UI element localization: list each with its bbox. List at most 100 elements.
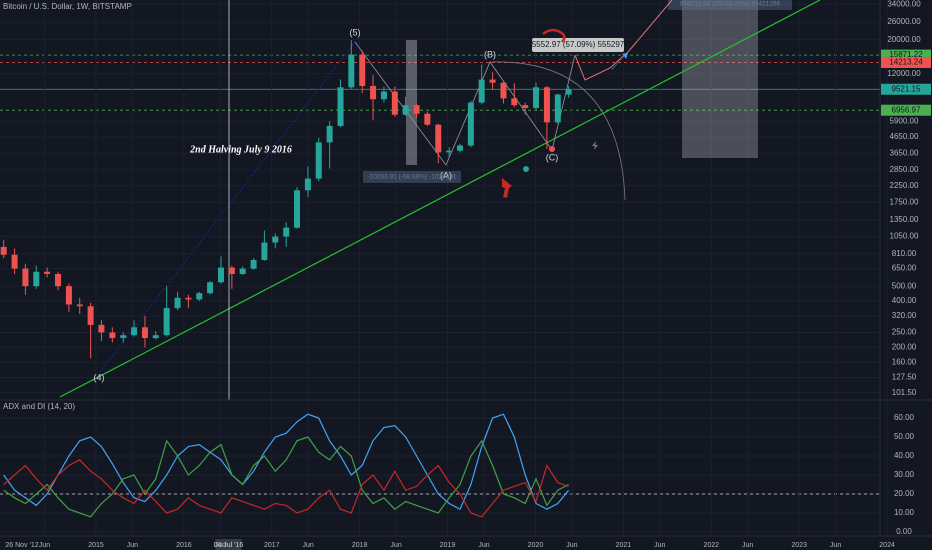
x-tick-label: Jun xyxy=(830,542,841,549)
crosshair-label: 04 Jul '16 xyxy=(214,542,244,549)
y-tick-label: 250.00 xyxy=(892,328,917,337)
price-badge xyxy=(881,49,931,61)
x-tick-label: 2020 xyxy=(528,542,544,549)
crosshair-label-bg xyxy=(215,539,242,550)
arrow-icon xyxy=(612,53,628,70)
candle-body xyxy=(543,87,550,123)
candle-body xyxy=(522,105,529,108)
y-tick-label: 127.50 xyxy=(892,373,917,382)
candle-body xyxy=(11,254,18,269)
candle-body xyxy=(185,297,192,300)
range-box xyxy=(406,40,417,165)
x-tick-label: 2019 xyxy=(440,542,456,549)
drawings xyxy=(59,0,821,400)
candle-body xyxy=(228,267,235,274)
candle-body xyxy=(174,297,181,309)
measure-box xyxy=(532,38,624,52)
x-tick-label: Jun xyxy=(742,542,753,549)
y-tick-label: 3650.00 xyxy=(890,148,919,157)
y-tick-label: 2250.00 xyxy=(890,181,919,190)
trend-line xyxy=(59,0,821,398)
y-tick-label: 10.00 xyxy=(894,508,915,517)
candle-body xyxy=(413,105,420,114)
x-tick-label: Jun xyxy=(303,542,314,549)
y-tick-label: 1050.00 xyxy=(890,232,919,241)
candle-body xyxy=(163,308,170,336)
x-tick-label: 2023 xyxy=(791,542,807,549)
price-badge-label: 14213.24 xyxy=(889,58,923,67)
candle-body xyxy=(109,332,116,339)
x-tick-label: Jun xyxy=(215,542,226,549)
price-badge-label: 6956.97 xyxy=(892,105,921,114)
y-tick-label: 200.00 xyxy=(892,342,917,351)
x-tick-label: 2016 xyxy=(176,542,192,549)
y-tick-label: 320.00 xyxy=(892,311,917,320)
annotation: 2nd Halving July 9 2016 xyxy=(189,144,292,155)
candle-body xyxy=(0,246,7,255)
wave-line xyxy=(99,41,356,373)
y-tick-label: 1750.00 xyxy=(890,198,919,207)
x-tick-label: 2021 xyxy=(616,542,632,549)
start-date-label: 26 Nov '12 xyxy=(5,542,38,549)
annotation: (5) xyxy=(350,27,361,37)
x-tick-label: Jun xyxy=(390,542,401,549)
candle-body xyxy=(565,89,572,95)
x-tick-label: Jun xyxy=(566,542,577,549)
price-badge-label: 9521.15 xyxy=(892,84,921,93)
arc xyxy=(489,61,626,201)
candle-body xyxy=(131,327,138,336)
annotation: (C) xyxy=(546,152,559,162)
x-tick-label: Jun xyxy=(39,542,50,549)
candle-body xyxy=(217,267,224,283)
x-tick-label: 2022 xyxy=(703,542,719,549)
annotation: -10263.91 (-68.89%) -1026391 xyxy=(368,174,457,181)
x-tick-label: Jun xyxy=(654,542,665,549)
candle-body xyxy=(533,87,540,108)
icon xyxy=(592,141,598,150)
indicator-line xyxy=(3,459,569,518)
candle-body xyxy=(478,79,485,103)
candle-body xyxy=(76,304,83,307)
y-tick-label: 30.00 xyxy=(894,470,915,479)
candle-body xyxy=(44,271,51,274)
x-tick-label: 2017 xyxy=(264,542,280,549)
x-tick-label: 2018 xyxy=(352,542,368,549)
annotation: (A) xyxy=(440,170,452,180)
candle-body xyxy=(65,286,72,305)
candle-body xyxy=(402,105,409,115)
y-tick-label: 50.00 xyxy=(894,432,915,441)
price-badge-label: 15871.22 xyxy=(889,50,923,59)
candle-body xyxy=(456,145,463,151)
candle-body xyxy=(196,293,203,300)
candle-body xyxy=(55,273,62,287)
candle-body xyxy=(435,124,442,153)
candle-body xyxy=(391,91,398,115)
y-tick-label: 60.00 xyxy=(894,413,915,422)
projection-line xyxy=(574,0,673,81)
x-tick-label: 2015 xyxy=(88,542,104,549)
candle-body xyxy=(489,79,496,83)
annotation: (B) xyxy=(484,49,496,59)
y-tick-label: 20.00 xyxy=(894,489,915,498)
candle-body xyxy=(337,87,344,126)
indicator-line xyxy=(3,436,569,518)
candle-body xyxy=(380,91,387,100)
marker xyxy=(549,146,555,152)
x-tick-label: Jun xyxy=(478,542,489,549)
measure-box xyxy=(668,0,792,10)
marker xyxy=(523,166,529,172)
y-tick-label: 5900.00 xyxy=(890,116,919,125)
candle-body xyxy=(272,236,279,243)
candle-body xyxy=(294,190,301,228)
y-tick-label: 40.00 xyxy=(894,451,915,460)
candle-body xyxy=(87,306,94,325)
candle-body xyxy=(141,327,148,339)
y-tick-label: 34000.00 xyxy=(887,0,921,8)
candle-body xyxy=(326,125,333,143)
swoosh-icon xyxy=(542,28,566,43)
y-tick-label: 810.00 xyxy=(892,249,917,258)
candle-body xyxy=(304,178,311,191)
candle-body xyxy=(33,271,40,287)
y-tick-label: 500.00 xyxy=(892,281,917,290)
measure-box xyxy=(363,171,461,183)
